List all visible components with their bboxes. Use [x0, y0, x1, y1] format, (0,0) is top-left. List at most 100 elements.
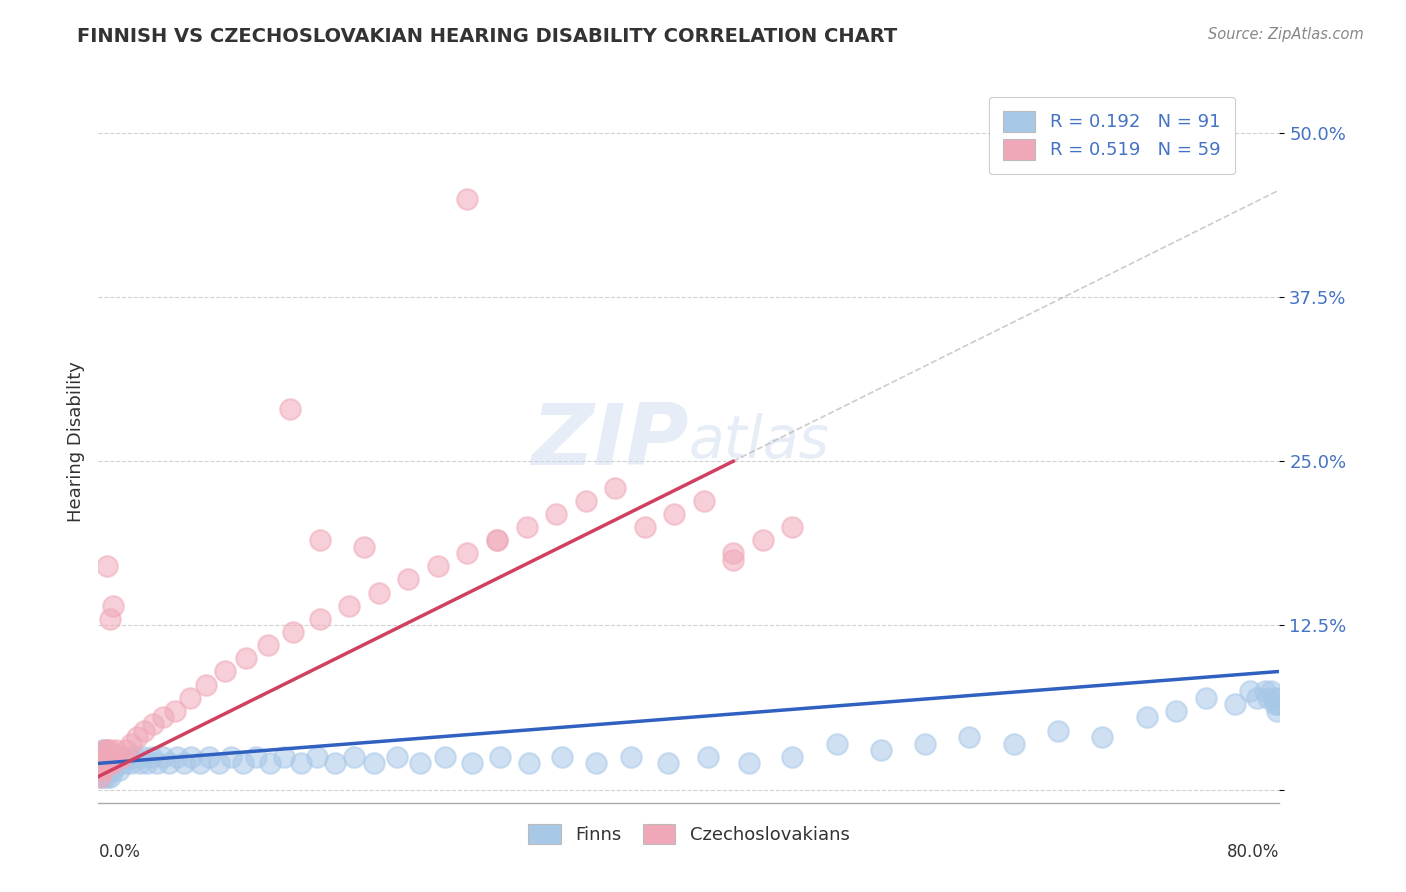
- Czechoslovakians: [93, 756, 115, 771]
- Czechoslovakians: [752, 533, 775, 547]
- Finns: [290, 756, 312, 771]
- Finns: [323, 756, 346, 771]
- Czechoslovakians: [723, 546, 745, 560]
- Finns: [1225, 698, 1247, 712]
- Czechoslovakians: [115, 743, 138, 757]
- Finns: [166, 749, 188, 764]
- Finns: [1239, 684, 1261, 698]
- Finns: [117, 749, 139, 764]
- Finns: [97, 763, 120, 777]
- Finns: [146, 756, 169, 771]
- Czechoslovakians: [486, 533, 509, 547]
- Finns: [1257, 690, 1279, 705]
- Finns: [157, 756, 180, 771]
- Finns: [90, 749, 112, 764]
- Czechoslovakians: [142, 717, 165, 731]
- Czechoslovakians: [214, 665, 236, 679]
- Czechoslovakians: [98, 612, 121, 626]
- Czechoslovakians: [104, 749, 127, 764]
- Finns: [870, 743, 893, 757]
- Finns: [914, 737, 936, 751]
- Czechoslovakians: [91, 749, 114, 764]
- Finns: [108, 763, 131, 777]
- Czechoslovakians: [516, 520, 538, 534]
- Text: Source: ZipAtlas.com: Source: ZipAtlas.com: [1208, 27, 1364, 42]
- Czechoslovakians: [486, 533, 509, 547]
- Czechoslovakians: [353, 540, 375, 554]
- Finns: [173, 756, 195, 771]
- Czechoslovakians: [105, 743, 128, 757]
- Finns: [98, 770, 121, 784]
- Finns: [198, 749, 221, 764]
- Czechoslovakians: [120, 737, 142, 751]
- Czechoslovakians: [96, 559, 118, 574]
- Czechoslovakians: [90, 763, 112, 777]
- Czechoslovakians: [91, 763, 114, 777]
- Finns: [93, 749, 115, 764]
- Czechoslovakians: [280, 401, 302, 416]
- Czechoslovakians: [575, 493, 598, 508]
- Czechoslovakians: [723, 553, 745, 567]
- Finns: [100, 763, 122, 777]
- Finns: [434, 749, 457, 764]
- Czechoslovakians: [235, 651, 257, 665]
- Finns: [1264, 698, 1286, 712]
- Czechoslovakians: [165, 704, 187, 718]
- Czechoslovakians: [134, 723, 156, 738]
- Finns: [96, 770, 118, 784]
- Finns: [1268, 698, 1291, 712]
- Finns: [1166, 704, 1188, 718]
- Finns: [100, 756, 122, 771]
- Legend: Finns, Czechoslovakians: Finns, Czechoslovakians: [513, 809, 865, 859]
- Finns: [132, 749, 155, 764]
- Finns: [1254, 684, 1277, 698]
- Finns: [343, 749, 366, 764]
- Czechoslovakians: [457, 546, 479, 560]
- Finns: [585, 756, 607, 771]
- Finns: [94, 763, 117, 777]
- Finns: [385, 749, 408, 764]
- Finns: [111, 749, 134, 764]
- Czechoslovakians: [309, 612, 332, 626]
- Finns: [738, 756, 761, 771]
- Finns: [98, 749, 121, 764]
- Finns: [221, 749, 243, 764]
- Finns: [825, 737, 848, 751]
- Finns: [141, 749, 163, 764]
- Y-axis label: Hearing Disability: Hearing Disability: [66, 361, 84, 522]
- Text: atlas: atlas: [689, 413, 830, 470]
- Finns: [188, 756, 211, 771]
- Finns: [91, 743, 114, 757]
- Finns: [90, 770, 112, 784]
- Czechoslovakians: [257, 638, 280, 652]
- Finns: [1046, 723, 1070, 738]
- Finns: [232, 756, 254, 771]
- Finns: [259, 756, 281, 771]
- Finns: [94, 756, 117, 771]
- Czechoslovakians: [98, 743, 121, 757]
- Czechoslovakians: [100, 749, 122, 764]
- Czechoslovakians: [179, 690, 201, 705]
- Finns: [1265, 704, 1288, 718]
- Finns: [103, 749, 125, 764]
- Finns: [105, 749, 128, 764]
- Text: ZIP: ZIP: [531, 400, 689, 483]
- Finns: [103, 763, 125, 777]
- Finns: [89, 756, 111, 771]
- Czechoslovakians: [427, 559, 450, 574]
- Czechoslovakians: [97, 749, 120, 764]
- Czechoslovakians: [94, 756, 117, 771]
- Text: FINNISH VS CZECHOSLOVAKIAN HEARING DISABILITY CORRELATION CHART: FINNISH VS CZECHOSLOVAKIAN HEARING DISAB…: [77, 27, 897, 45]
- Czechoslovakians: [152, 710, 174, 724]
- Finns: [208, 756, 231, 771]
- Finns: [1002, 737, 1025, 751]
- Czechoslovakians: [457, 192, 479, 206]
- Czechoslovakians: [103, 599, 125, 613]
- Finns: [620, 749, 643, 764]
- Finns: [245, 749, 267, 764]
- Finns: [1260, 684, 1282, 698]
- Finns: [1267, 698, 1289, 712]
- Finns: [1267, 690, 1289, 705]
- Finns: [1136, 710, 1159, 724]
- Czechoslovakians: [94, 749, 117, 764]
